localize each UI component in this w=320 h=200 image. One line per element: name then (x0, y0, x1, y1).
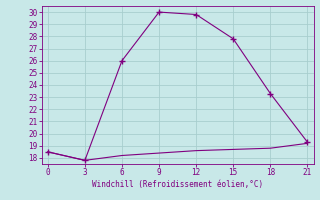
X-axis label: Windchill (Refroidissement éolien,°C): Windchill (Refroidissement éolien,°C) (92, 180, 263, 189)
